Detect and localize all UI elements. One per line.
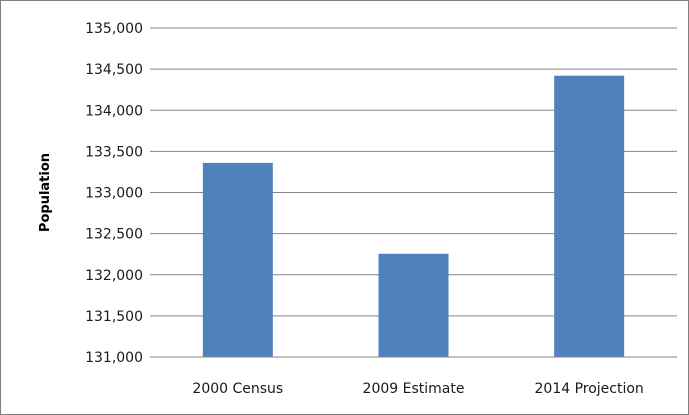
x-tick-label: 2009 Estimate (363, 381, 465, 397)
y-tick-label: 133,000 (85, 186, 143, 202)
y-tick-label: 131,000 (85, 350, 143, 366)
bars (202, 75, 625, 357)
y-tick-label: 131,500 (85, 309, 143, 325)
y-tick-label: 135,000 (85, 21, 143, 37)
x-tick-labels: 2000 Census 2009 Estimate 2014 Projection (192, 381, 643, 397)
y-tick-labels: 131,000 131,500 132,000 132,500 133,000 133,5… (85, 21, 143, 366)
y-tick-label: 132,500 (85, 227, 143, 243)
bar (554, 75, 625, 357)
y-tick-label: 132,000 (85, 268, 143, 284)
bar (202, 162, 273, 357)
x-tick-label: 2014 Projection (535, 381, 644, 397)
y-axis-title: Population (38, 153, 53, 232)
x-tick-label: 2000 Census (192, 381, 283, 397)
bar (378, 253, 449, 357)
y-tick-label: 133,500 (85, 144, 143, 160)
y-tick-label: 134,000 (85, 103, 143, 119)
y-tick-label: 134,500 (85, 62, 143, 78)
